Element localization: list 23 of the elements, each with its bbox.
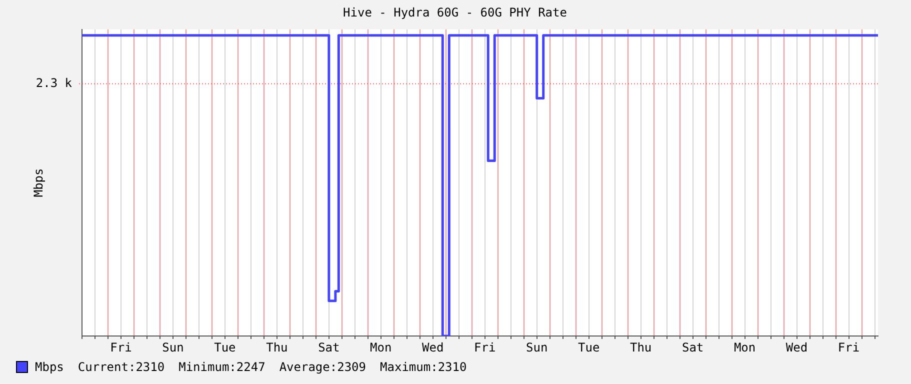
x-tick-label: Tue	[214, 340, 236, 354]
x-tick-label: Thu	[266, 340, 288, 354]
x-tick-label: Wed	[786, 340, 808, 354]
x-tick-label: Wed	[422, 340, 444, 354]
legend-label: Mbps	[35, 360, 64, 374]
text: Current:2310	[78, 360, 165, 374]
x-tick-label: Tue	[578, 340, 600, 354]
x-tick-label: Mon	[734, 340, 756, 354]
x-tick-label: Sat	[682, 340, 704, 354]
x-tick-label: Fri	[474, 340, 496, 354]
text: Average:2309	[279, 360, 366, 374]
x-tick-label: Fri	[110, 340, 132, 354]
x-tick-label: Sun	[526, 340, 548, 354]
ref-line-label: 2.3 k	[36, 76, 73, 90]
x-tick-label: Mon	[370, 340, 392, 354]
x-tick-label: Thu	[630, 340, 652, 354]
y-axis-title: Mbps	[31, 168, 46, 198]
x-tick-label: Sun	[162, 340, 184, 354]
text: Minimum:2247	[178, 360, 266, 374]
x-tick-label: Sat	[318, 340, 340, 354]
x-tick-label: Fri	[838, 340, 860, 354]
chart-title: Hive - Hydra 60G - 60G PHY Rate	[343, 5, 567, 20]
text: Maximum:2310	[380, 360, 467, 374]
